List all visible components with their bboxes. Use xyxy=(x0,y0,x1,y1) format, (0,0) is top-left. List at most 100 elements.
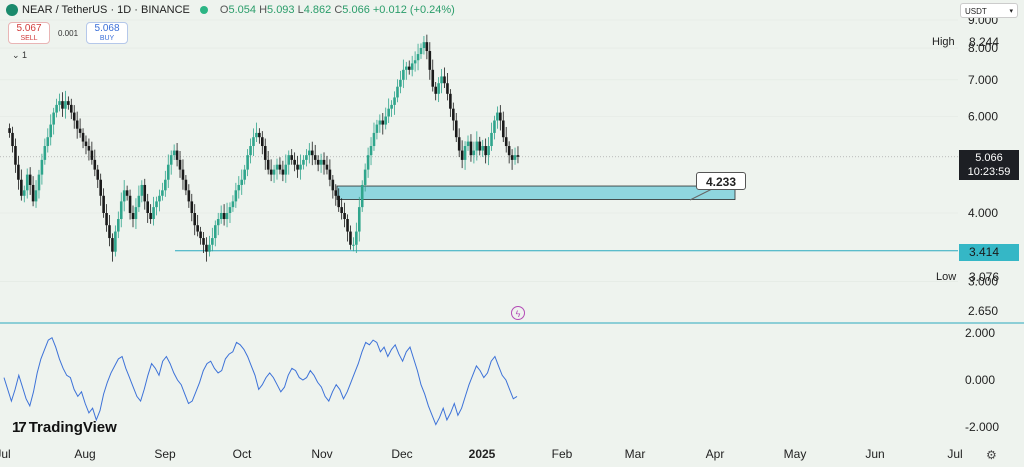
candle xyxy=(516,146,520,164)
market-status-icon[interactable] xyxy=(199,6,208,14)
candle xyxy=(355,222,358,254)
candle xyxy=(404,61,408,80)
candle xyxy=(114,225,117,257)
candle xyxy=(122,180,126,212)
candle xyxy=(316,155,320,172)
time-tick-label: Nov xyxy=(311,447,332,461)
candle xyxy=(490,122,493,151)
settings-icon[interactable]: ⚙ xyxy=(986,448,997,462)
candle xyxy=(363,163,367,192)
candle xyxy=(390,100,393,117)
near-logo-icon xyxy=(6,4,18,16)
candle xyxy=(378,114,382,133)
candle xyxy=(225,202,229,228)
candle xyxy=(487,137,490,166)
sell-button[interactable]: 5.067 SELL xyxy=(8,22,50,44)
candle xyxy=(428,42,432,80)
candle xyxy=(199,226,202,245)
candle xyxy=(319,153,323,173)
candle xyxy=(193,204,197,236)
candle xyxy=(216,212,220,236)
candle xyxy=(258,128,261,144)
tradingview-logo[interactable]: 17 TradingView xyxy=(12,419,117,436)
high-value: 8.244 xyxy=(969,35,1000,49)
price-grid xyxy=(0,19,958,282)
candle xyxy=(360,180,364,212)
candle xyxy=(446,72,449,101)
candle xyxy=(102,188,105,218)
lightning-icon[interactable]: ϟ xyxy=(511,306,525,320)
oscillator-line xyxy=(3,336,518,426)
time-tick-label: Jul xyxy=(947,447,962,461)
candle xyxy=(384,107,388,130)
candle xyxy=(269,159,273,182)
candle xyxy=(28,167,32,195)
candle xyxy=(387,98,390,124)
time-tick-label: 2025 xyxy=(469,447,496,461)
candle xyxy=(172,144,176,160)
candle xyxy=(140,180,144,203)
spread-value: 0.001 xyxy=(58,28,79,38)
candle xyxy=(208,235,211,257)
candle xyxy=(234,182,238,208)
candle xyxy=(17,155,20,190)
candle xyxy=(305,149,308,167)
price-tick-label: 4.000 xyxy=(968,206,998,220)
time-tick-label: Jul xyxy=(0,447,11,461)
candle xyxy=(8,123,11,138)
candle xyxy=(272,164,276,183)
candle xyxy=(11,126,14,153)
candle xyxy=(134,198,138,229)
candle xyxy=(325,155,329,175)
candle xyxy=(158,189,161,212)
price-tick-label: 8.000 xyxy=(968,41,998,55)
candle xyxy=(475,131,479,161)
candle xyxy=(67,96,70,110)
candle xyxy=(340,198,343,220)
time-axis[interactable]: Jul Aug Sep Oct Nov Dec 2025 Feb Mar Apr May Jun Jul xyxy=(0,447,963,461)
chevron-down-icon: ▾ xyxy=(1009,8,1013,15)
candle xyxy=(161,182,164,201)
candle xyxy=(440,68,443,94)
candle xyxy=(143,178,147,210)
candle xyxy=(466,135,470,151)
candle xyxy=(457,128,461,158)
candle xyxy=(452,102,455,131)
oscillator-axis[interactable]: 2.000 0.000 -2.000 xyxy=(965,326,999,434)
callout-pointer xyxy=(689,188,713,201)
candle xyxy=(369,137,373,166)
candle xyxy=(78,118,82,138)
candle xyxy=(175,143,179,167)
candle xyxy=(25,168,29,199)
candle xyxy=(40,153,44,185)
price-callout[interactable]: 4.233 xyxy=(696,172,746,190)
candle xyxy=(81,128,85,149)
candle xyxy=(322,152,326,175)
support-zone[interactable] xyxy=(336,185,736,200)
candle xyxy=(266,151,270,175)
symbol-header[interactable]: NEAR / TetherUS · 1D · BINANCE O5.054 H5… xyxy=(6,4,455,16)
candle xyxy=(328,159,332,187)
candle xyxy=(190,193,194,222)
candle xyxy=(449,89,452,117)
candle xyxy=(454,113,458,143)
candle xyxy=(155,196,158,216)
candle xyxy=(237,176,241,199)
candle xyxy=(261,131,264,155)
candle xyxy=(331,175,335,199)
indicators-toggle[interactable]: ⌄ 1 xyxy=(12,50,28,60)
candle xyxy=(219,205,223,224)
candle xyxy=(349,225,352,250)
candle xyxy=(249,138,252,164)
horizontal-line-label: 3.414 xyxy=(959,244,1019,261)
candle xyxy=(422,36,426,55)
candle xyxy=(366,147,370,178)
candle xyxy=(513,147,517,165)
symbol-title[interactable]: NEAR / TetherUS · 1D · BINANCE xyxy=(22,4,190,16)
candle xyxy=(72,105,76,129)
buy-button[interactable]: 5.068 BUY xyxy=(86,22,129,44)
currency-select[interactable]: USDT ▾ xyxy=(960,3,1018,18)
candle xyxy=(284,154,288,183)
candle xyxy=(119,192,123,228)
